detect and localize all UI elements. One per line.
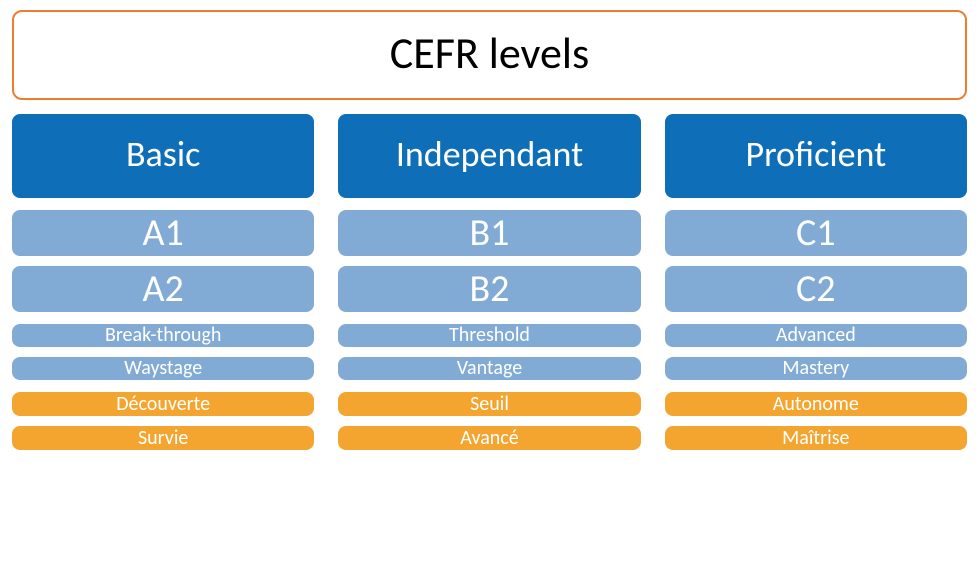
group-independant: Independant (338, 114, 640, 198)
group-proficient: Proficient (665, 114, 967, 198)
en-pair-basic: Break-through Waystage (12, 324, 314, 380)
category-proficient: Proficient (665, 114, 967, 198)
level-en-c1: Advanced (665, 324, 967, 347)
category-independant: Independant (338, 114, 640, 198)
fr-pair-independant: Seuil Avancé (338, 392, 640, 450)
level-fr-a1: Découverte (12, 392, 314, 416)
english-row: Break-through Waystage Threshold Vantage… (12, 324, 967, 380)
group-basic: Basic (12, 114, 314, 198)
level-fr-b1: Seuil (338, 392, 640, 416)
category-basic: Basic (12, 114, 314, 198)
level-en-b1: Threshold (338, 324, 640, 347)
diagram-title-box: CEFR levels (12, 10, 967, 100)
level-fr-a2: Survie (12, 426, 314, 450)
level-code-c2: C2 (665, 266, 967, 312)
level-fr-c1: Autonome (665, 392, 967, 416)
level-code-b1: B1 (338, 210, 640, 256)
level-code-b2: B2 (338, 266, 640, 312)
level-en-a2: Waystage (12, 357, 314, 380)
level-fr-b2: Avancé (338, 426, 640, 450)
code-row: A1 A2 B1 B2 C1 C2 (12, 210, 967, 312)
french-row: Découverte Survie Seuil Avancé Autonome … (12, 392, 967, 450)
en-pair-proficient: Advanced Mastery (665, 324, 967, 380)
level-en-b2: Vantage (338, 357, 640, 380)
code-pair-basic: A1 A2 (12, 210, 314, 312)
level-en-a1: Break-through (12, 324, 314, 347)
diagram-title: CEFR levels (390, 26, 589, 80)
fr-pair-proficient: Autonome Maîtrise (665, 392, 967, 450)
category-row: Basic Independant Proficient (12, 114, 967, 198)
en-pair-independant: Threshold Vantage (338, 324, 640, 380)
level-fr-c2: Maîtrise (665, 426, 967, 450)
code-pair-independant: B1 B2 (338, 210, 640, 312)
fr-pair-basic: Découverte Survie (12, 392, 314, 450)
level-en-c2: Mastery (665, 357, 967, 380)
level-code-a1: A1 (12, 210, 314, 256)
level-code-a2: A2 (12, 266, 314, 312)
code-pair-proficient: C1 C2 (665, 210, 967, 312)
level-code-c1: C1 (665, 210, 967, 256)
